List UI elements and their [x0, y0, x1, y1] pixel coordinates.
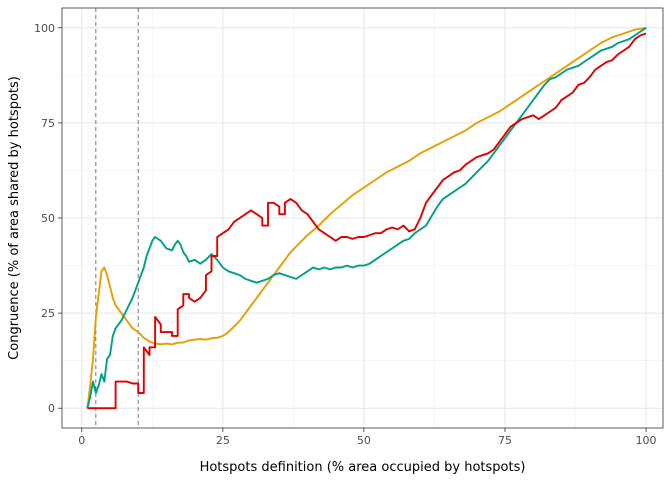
y-axis-title: Congruence (% of area shared by hotspots…: [7, 76, 22, 360]
y-tick-label: 25: [41, 307, 55, 320]
y-tick-label: 100: [34, 22, 55, 35]
series-line-1: [86, 26, 647, 409]
x-axis-title: Hotspots definition (% area occupied by …: [200, 460, 526, 475]
x-tick-label: 50: [357, 434, 371, 447]
grid-major: [62, 8, 663, 428]
y-tick-label: 50: [41, 212, 55, 225]
series-line-3: [87, 32, 647, 410]
y-tick-label: 0: [48, 402, 55, 415]
x-tick-label: 25: [216, 434, 230, 447]
x-tick-label: 0: [78, 434, 85, 447]
x-axis-ticks: 0 25 50 75 100: [78, 428, 657, 447]
x-tick-label: 100: [636, 434, 657, 447]
series-layer: [86, 26, 647, 410]
reference-lines: [95, 8, 139, 428]
y-axis-ticks: 0 25 50 75 100: [34, 22, 62, 415]
y-tick-label: 75: [41, 117, 55, 130]
series-line-2: [86, 27, 647, 409]
x-tick-label: 75: [498, 434, 512, 447]
